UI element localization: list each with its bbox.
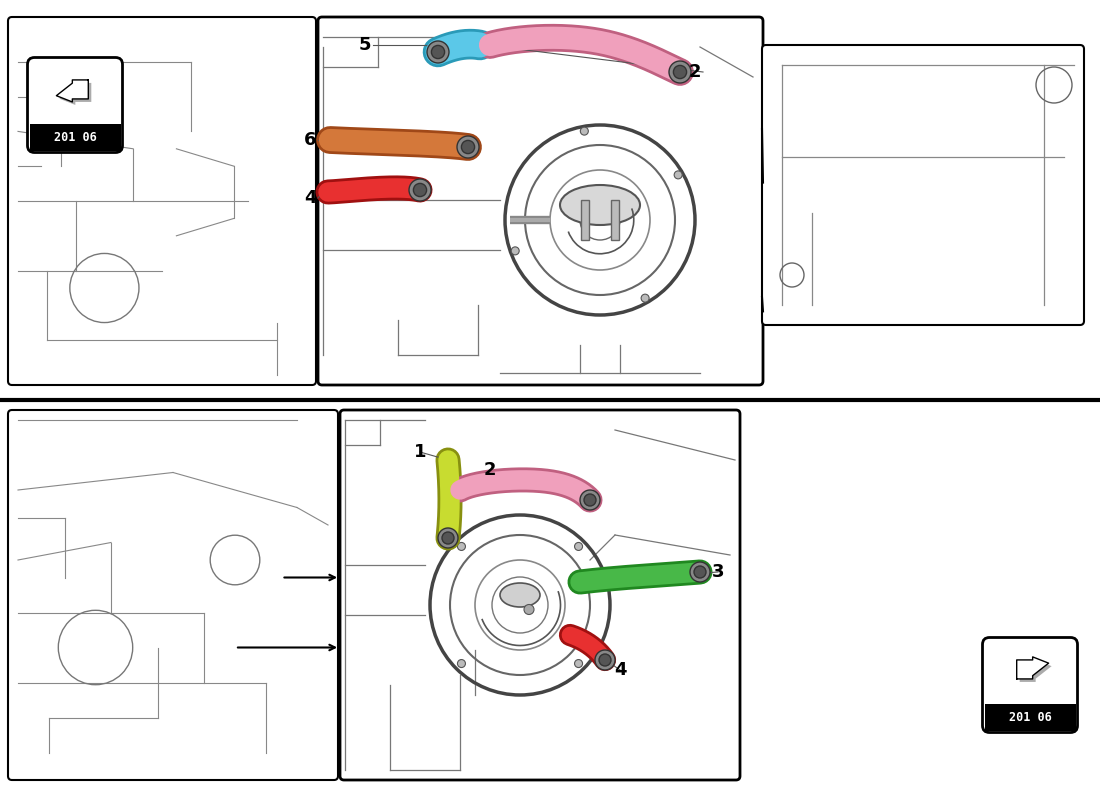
Circle shape — [458, 542, 465, 550]
Circle shape — [409, 179, 431, 201]
FancyBboxPatch shape — [340, 410, 740, 780]
Circle shape — [581, 127, 589, 135]
Text: 5: 5 — [359, 36, 372, 54]
Ellipse shape — [500, 583, 540, 607]
Bar — [30, 124, 121, 150]
Text: 3: 3 — [712, 563, 724, 581]
Circle shape — [595, 650, 615, 670]
Circle shape — [427, 41, 449, 63]
Circle shape — [574, 659, 583, 667]
Circle shape — [580, 490, 600, 510]
Text: 2: 2 — [484, 461, 496, 479]
Text: 1: 1 — [414, 443, 427, 461]
Circle shape — [438, 528, 458, 548]
Text: 2: 2 — [689, 63, 702, 81]
Circle shape — [442, 532, 454, 544]
FancyBboxPatch shape — [8, 17, 316, 385]
Bar — [610, 200, 619, 240]
Circle shape — [524, 605, 534, 614]
Circle shape — [456, 136, 478, 158]
Ellipse shape — [560, 185, 640, 225]
FancyBboxPatch shape — [8, 410, 338, 780]
Text: 201 06: 201 06 — [1009, 710, 1052, 724]
Circle shape — [512, 247, 519, 255]
FancyBboxPatch shape — [318, 17, 763, 385]
Polygon shape — [56, 80, 88, 102]
Bar — [984, 704, 1076, 730]
Circle shape — [641, 294, 649, 302]
Text: 4: 4 — [614, 661, 626, 679]
Circle shape — [584, 494, 596, 506]
Circle shape — [458, 659, 465, 667]
Text: a zf
parts.com: a zf parts.com — [404, 147, 656, 313]
Text: a zf
parts.com: a zf parts.com — [373, 524, 607, 676]
Circle shape — [574, 542, 583, 550]
Text: 201 06: 201 06 — [54, 130, 97, 144]
FancyBboxPatch shape — [762, 45, 1084, 325]
FancyBboxPatch shape — [28, 58, 122, 153]
Circle shape — [674, 171, 682, 179]
Polygon shape — [1016, 657, 1048, 679]
Circle shape — [673, 66, 686, 78]
Text: 4: 4 — [304, 189, 317, 207]
Circle shape — [694, 566, 706, 578]
Circle shape — [690, 562, 710, 582]
Polygon shape — [1020, 660, 1052, 682]
Text: 6: 6 — [304, 131, 317, 149]
FancyBboxPatch shape — [982, 638, 1078, 733]
Circle shape — [414, 183, 427, 197]
Circle shape — [600, 654, 610, 666]
Polygon shape — [59, 83, 91, 105]
Circle shape — [431, 46, 444, 58]
Bar — [581, 200, 589, 240]
Circle shape — [669, 61, 691, 83]
Circle shape — [461, 141, 474, 154]
